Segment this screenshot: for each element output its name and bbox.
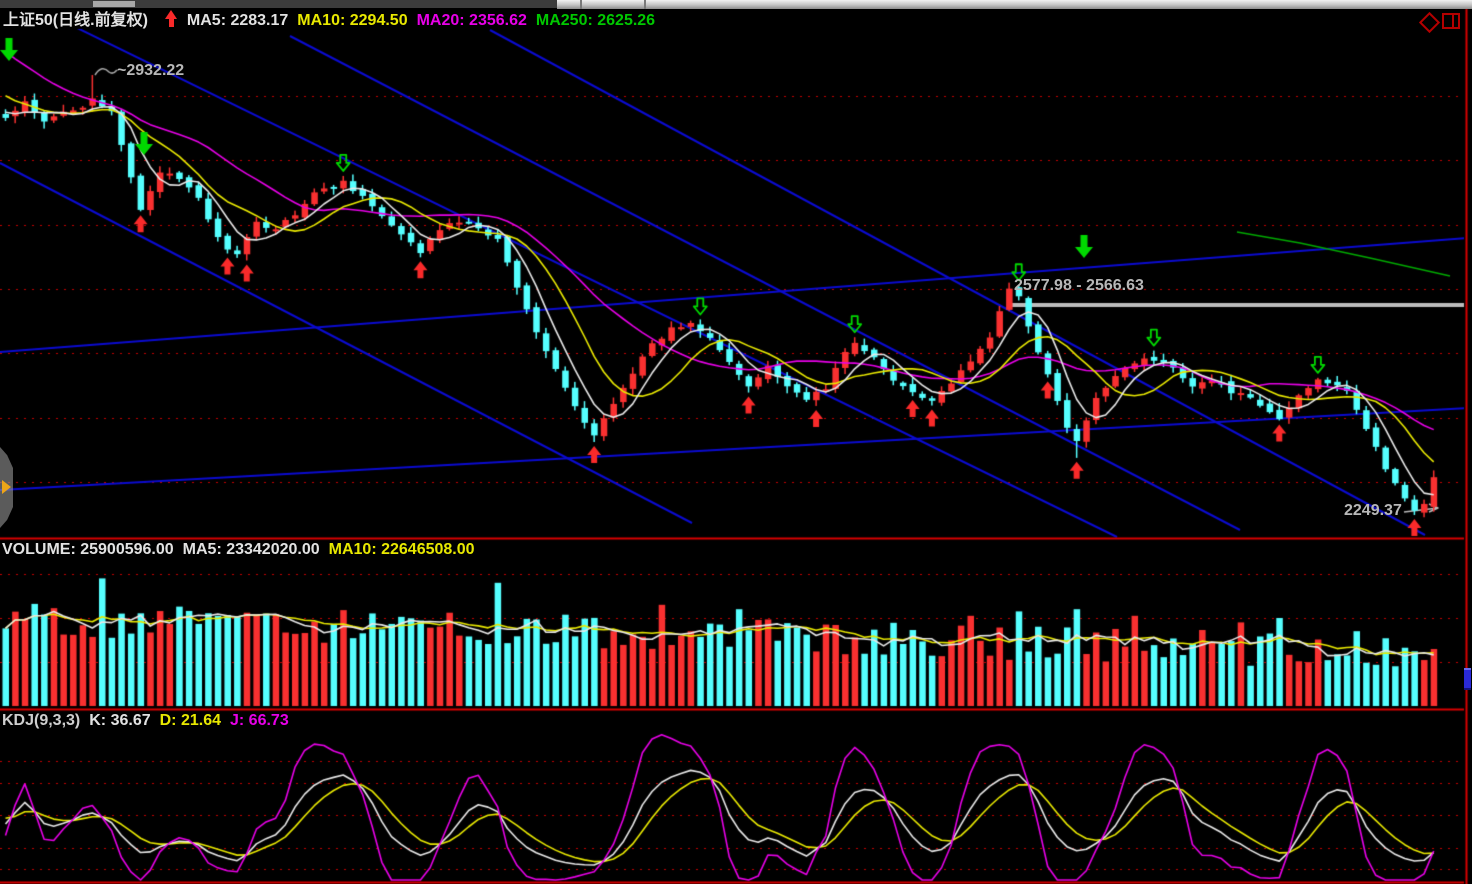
- left-expand-handle[interactable]: [0, 447, 13, 528]
- volume-ma5-value: MA5: 23342020.00: [182, 541, 320, 558]
- kdj-header: KDJ(9,3,3) K: 36.67 D: 21.64 J: 66.73: [2, 712, 298, 730]
- top-scrollbar-thumb[interactable]: [93, 1, 135, 7]
- ma250-value: MA250: 2625.26: [535, 12, 656, 29]
- annotation-period-high: ~2932.22: [117, 62, 185, 79]
- top-scrollbar-track[interactable]: [0, 0, 557, 8]
- kdj-label: KDJ(9,3,3): [2, 712, 81, 729]
- ma10-value: MA10: 2294.50: [297, 12, 408, 29]
- kdj-d-value: D: 21.64: [159, 712, 221, 729]
- top-pane-strip[interactable]: [557, 0, 1472, 9]
- volume-header: VOLUME: 25900596.00 MA5: 23342020.00 MA10:…: [2, 541, 484, 559]
- annotation-period-low: 2249.37: [1344, 502, 1402, 519]
- pane-divider[interactable]: [644, 0, 646, 9]
- ma20-value: MA20: 2356.62: [416, 12, 527, 29]
- up-arrow-icon: [164, 10, 178, 27]
- right-scroll-thumb[interactable]: [1464, 668, 1471, 690]
- annotation-gap-range: 2577.98 - 2566.63: [1014, 277, 1144, 294]
- kdj-j-value: J: 66.73: [230, 712, 289, 729]
- kdj-k-value: K: 36.67: [89, 712, 151, 729]
- volume-value: VOLUME: 25900596.00: [2, 541, 174, 558]
- split-window-icon[interactable]: [1442, 13, 1460, 29]
- volume-ma10-value: MA10: 22646508.00: [328, 541, 475, 558]
- main-chart-header: 上证50(日线.前复权) MA5: 2283.17 MA10: 2294.50 MA2…: [3, 10, 664, 30]
- pane-divider[interactable]: [580, 0, 582, 9]
- ma5-value: MA5: 2283.17: [186, 12, 289, 29]
- expand-arrow-icon: [2, 480, 11, 494]
- stock-title: 上证50(日线.前复权): [3, 12, 148, 29]
